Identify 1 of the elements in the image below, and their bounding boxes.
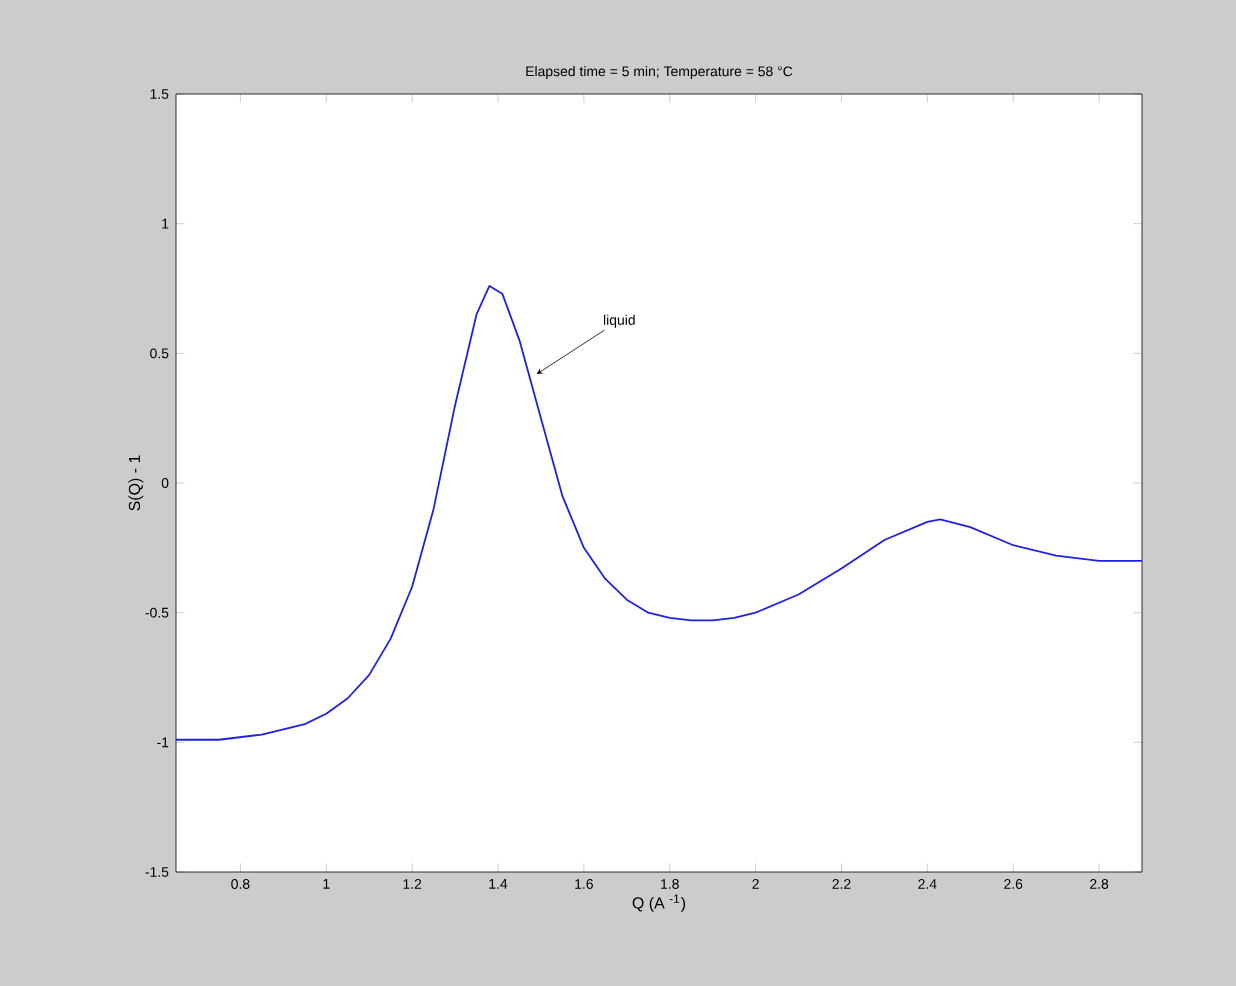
line-series: [176, 285, 1143, 741]
